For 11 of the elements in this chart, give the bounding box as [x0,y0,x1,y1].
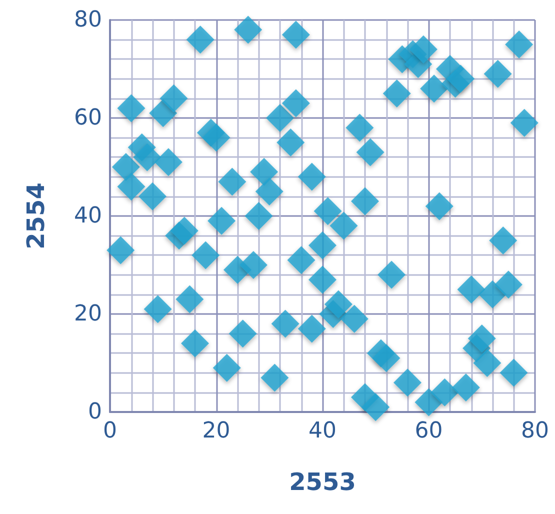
y-tick-label: 40 [74,204,102,228]
y-tick-label: 80 [74,8,102,32]
x-tick-label: 40 [308,418,336,444]
y-tick-label: 20 [74,302,102,326]
x-tick-label: 60 [414,418,443,444]
x-tick-label: 20 [202,418,230,444]
x-tick-label: 80 [521,418,549,444]
y-tick-label: 0 [88,400,102,424]
x-axis-title: 2553 [289,468,356,496]
y-tick-label: 60 [74,106,102,130]
y-axis-title: 2554 [22,182,50,250]
